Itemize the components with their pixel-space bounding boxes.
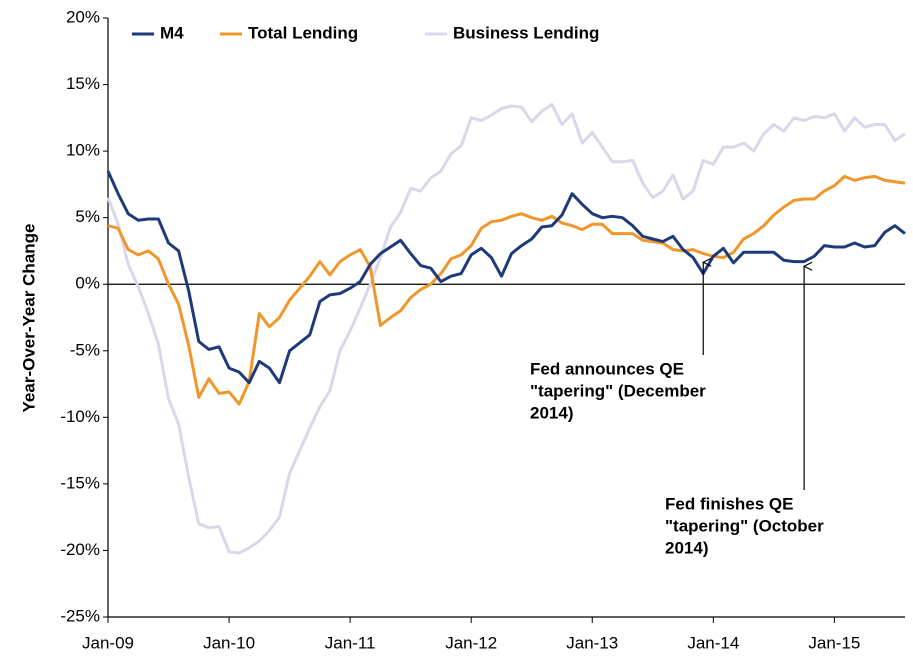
x-tick-label: Jan-12	[445, 633, 497, 652]
y-tick-label: 15%	[66, 74, 100, 93]
y-tick-label: -20%	[60, 540, 100, 559]
y-axis-label: Year-Over-Year Change	[19, 224, 38, 413]
y-tick-label: 0%	[75, 274, 100, 293]
y-tick-label: -5%	[70, 340, 100, 359]
annotation-text: "tapering" (December	[530, 381, 706, 400]
series-line	[106, 170, 906, 385]
legend-label: M4	[160, 23, 184, 42]
annotation-text: "tapering" (October	[665, 516, 824, 535]
y-tick-label: 20%	[66, 7, 100, 26]
legend-label: Business Lending	[453, 23, 599, 42]
x-tick-label: Jan-15	[808, 633, 860, 652]
y-tick-label: 10%	[66, 141, 100, 160]
annotation-text: Fed finishes QE	[665, 494, 793, 513]
x-tick-label: Jan-11	[325, 633, 376, 652]
series-line	[107, 174, 906, 406]
y-tick-label: -10%	[60, 407, 100, 426]
x-tick-label: Jan-14	[687, 633, 739, 652]
series-line	[106, 103, 906, 555]
y-tick-label: -15%	[60, 473, 100, 492]
y-tick-label: 5%	[75, 207, 100, 226]
x-tick-label: Jan-09	[82, 633, 134, 652]
annotation-text: Fed announces QE	[530, 359, 684, 378]
x-tick-label: Jan-10	[203, 633, 255, 652]
annotation-text: 2014)	[530, 403, 573, 422]
x-tick-label: Jan-13	[566, 633, 618, 652]
y-tick-label: -25%	[60, 606, 100, 625]
annotation-text: 2014)	[665, 538, 708, 557]
legend-label: Total Lending	[248, 23, 358, 42]
